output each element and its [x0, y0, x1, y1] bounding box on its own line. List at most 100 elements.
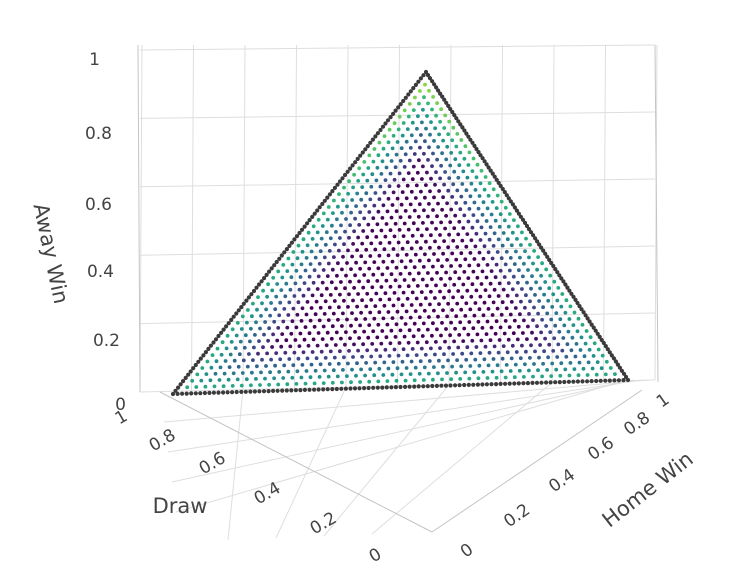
data-point — [371, 329, 376, 334]
data-point — [343, 229, 347, 234]
edge-point — [259, 279, 264, 284]
data-point — [224, 346, 229, 351]
data-point — [542, 349, 546, 354]
data-point — [481, 200, 486, 205]
data-point — [533, 349, 537, 354]
data-point — [272, 319, 277, 324]
data-point — [404, 252, 409, 257]
edge-point — [241, 301, 246, 306]
data-point — [406, 340, 411, 345]
data-point — [342, 298, 346, 303]
data-point — [433, 182, 437, 187]
data-point — [520, 230, 524, 235]
data-point — [452, 339, 456, 344]
data-point — [233, 346, 238, 350]
data-point — [271, 275, 276, 280]
data-point — [478, 181, 483, 186]
data-point — [390, 372, 395, 377]
data-point — [486, 193, 491, 198]
data-point — [246, 308, 250, 312]
data-point — [457, 219, 462, 224]
edge-point — [448, 383, 453, 388]
data-point — [185, 385, 190, 390]
edge-point — [201, 353, 206, 358]
data-point — [499, 256, 504, 261]
data-point — [333, 242, 337, 247]
data-point — [469, 238, 474, 243]
data-point — [360, 298, 364, 303]
data-point — [436, 201, 440, 206]
edge-point — [262, 276, 267, 281]
data-point — [486, 307, 491, 311]
edge-point — [508, 199, 513, 204]
data-point — [503, 375, 508, 380]
data-point — [326, 205, 331, 209]
data-point — [496, 350, 501, 355]
data-point — [493, 331, 498, 336]
data-point — [379, 228, 384, 233]
data-point — [321, 211, 326, 216]
data-point — [456, 232, 461, 237]
data-point — [457, 163, 462, 168]
data-point — [419, 133, 423, 137]
data-point — [411, 221, 416, 226]
data-point — [428, 189, 432, 194]
edge-point — [234, 389, 239, 395]
data-point — [367, 323, 372, 327]
data-point — [210, 353, 215, 357]
edge-point — [450, 109, 455, 115]
data-point — [450, 195, 455, 199]
data-point — [420, 277, 425, 282]
edge-point — [476, 150, 481, 155]
data-point — [494, 319, 499, 324]
data-point — [222, 371, 227, 376]
edge-point — [504, 193, 509, 198]
data-point — [497, 281, 502, 286]
data-point — [372, 260, 377, 264]
edge-point — [434, 85, 439, 90]
data-point — [438, 233, 442, 237]
data-point — [328, 349, 333, 354]
data-point — [588, 335, 593, 340]
data-point — [556, 342, 561, 347]
data-point — [315, 287, 320, 291]
grid-line — [603, 44, 606, 382]
data-point — [381, 316, 386, 321]
edge-point — [466, 134, 471, 139]
data-point — [464, 188, 469, 193]
edge-point — [248, 389, 253, 394]
data-point — [278, 300, 283, 305]
data-point — [336, 261, 340, 266]
data-point — [456, 345, 461, 350]
data-point — [303, 381, 308, 386]
edge-point — [317, 205, 322, 210]
edge-point — [557, 273, 562, 278]
data-point — [366, 279, 371, 284]
data-point — [408, 202, 413, 207]
data-point — [427, 258, 431, 263]
data-point — [314, 356, 319, 361]
data-point — [471, 269, 476, 274]
data-point — [285, 269, 290, 273]
edge-point — [518, 214, 524, 219]
data-point — [360, 354, 364, 359]
data-point — [387, 240, 392, 245]
edge-point — [385, 118, 391, 123]
data-point — [426, 214, 430, 219]
data-point — [287, 300, 292, 305]
data-point — [520, 287, 524, 291]
data-point — [434, 226, 438, 231]
data-point — [228, 352, 233, 357]
edge-point — [585, 379, 590, 384]
data-point — [386, 253, 391, 258]
data-point — [370, 285, 375, 290]
edge-point — [408, 89, 413, 94]
data-point — [524, 293, 528, 298]
data-point — [518, 356, 523, 361]
data-point — [258, 326, 262, 331]
data-point — [384, 165, 389, 170]
data-point — [472, 370, 477, 375]
data-point — [260, 301, 264, 306]
data-point — [531, 374, 535, 379]
data-point — [417, 371, 422, 376]
